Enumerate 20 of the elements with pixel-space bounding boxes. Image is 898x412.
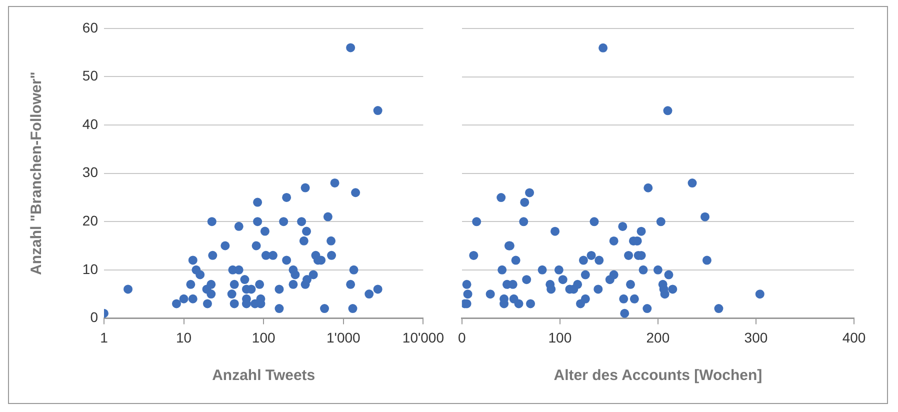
x-axis-title: Alter des Accounts [Wochen] [554, 367, 762, 384]
y-tick-label: 40 [82, 116, 98, 132]
x-tick-label: 400 [842, 329, 866, 346]
y-tick-label: 30 [82, 164, 98, 180]
y-axis-title: Anzahl "Branchen-Follower" [28, 72, 46, 276]
y-tick-label: 20 [82, 212, 98, 228]
x-tick-label: 200 [646, 329, 670, 346]
y-tick-label: 10 [82, 260, 98, 277]
x-tick-label: 10 [176, 329, 192, 346]
x-tick-label: 1 [100, 329, 108, 346]
x-tick-label: 0 [458, 329, 466, 346]
y-tick-label: 0 [90, 309, 98, 326]
x-tick-label: 300 [744, 329, 768, 346]
x-axis-title: Anzahl Tweets [212, 367, 316, 384]
x-tick-label: 100 [548, 329, 572, 346]
x-tick-label: 1'000 [326, 329, 361, 346]
x-tick-label: 10'000 [402, 329, 444, 346]
x-tick-label: 100 [252, 329, 276, 346]
y-tick-label: 50 [82, 68, 98, 84]
y-tick-label: 60 [82, 19, 98, 36]
